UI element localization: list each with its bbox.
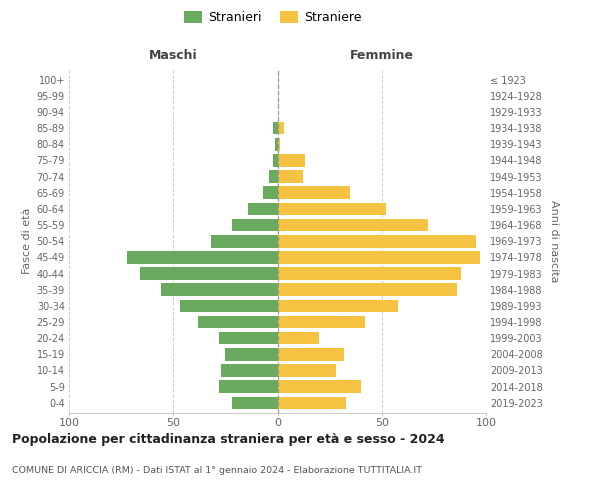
Y-axis label: Fasce di età: Fasce di età [22,208,32,274]
Bar [226,348,277,360]
Bar [277,186,350,199]
Bar [277,138,280,150]
Bar [221,364,277,377]
Bar [277,380,361,393]
Bar [277,348,344,360]
Text: COMUNE DI ARICCIA (RM) - Dati ISTAT al 1° gennaio 2024 - Elaborazione TUTTITALIA: COMUNE DI ARICCIA (RM) - Dati ISTAT al 1… [12,466,422,475]
Bar [277,396,346,409]
Legend: Stranieri, Straniere: Stranieri, Straniere [179,6,367,29]
Bar [277,202,386,215]
Bar [277,268,461,280]
Bar [277,364,336,377]
Bar [232,396,277,409]
Bar [211,235,277,248]
Bar [179,300,277,312]
Bar [277,332,319,344]
Bar [275,138,277,150]
Bar [277,284,457,296]
Bar [277,154,305,167]
Text: Maschi: Maschi [149,49,197,62]
Bar [274,122,277,134]
Bar [269,170,277,183]
Bar [140,268,277,280]
Bar [127,251,277,264]
Bar [198,316,277,328]
Text: Popolazione per cittadinanza straniera per età e sesso - 2024: Popolazione per cittadinanza straniera p… [12,432,445,446]
Bar [248,202,277,215]
Bar [219,332,277,344]
Bar [277,122,284,134]
Bar [274,154,277,167]
Bar [277,235,476,248]
Bar [232,219,277,232]
Y-axis label: Anni di nascita: Anni di nascita [548,200,559,282]
Bar [277,170,302,183]
Bar [161,284,277,296]
Text: Femmine: Femmine [350,49,414,62]
Bar [219,380,277,393]
Bar [277,251,480,264]
Bar [277,300,398,312]
Bar [277,219,428,232]
Bar [263,186,277,199]
Bar [277,316,365,328]
